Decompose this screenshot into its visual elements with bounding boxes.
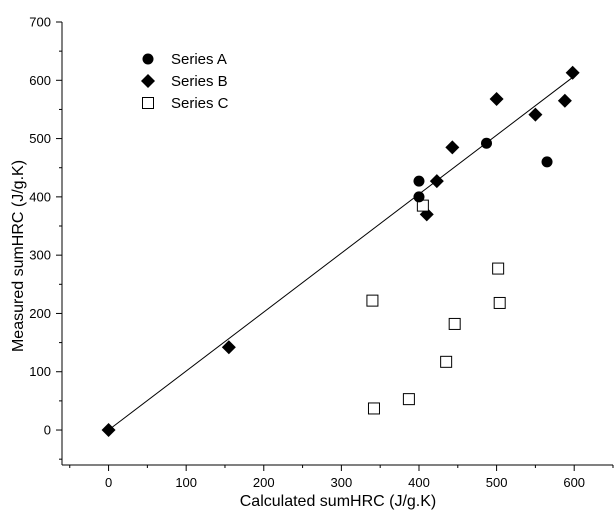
series-b-point (557, 93, 572, 108)
fit-line-group (108, 75, 575, 431)
x-tick-label: 500 (486, 475, 508, 490)
y-tick-label: 200 (29, 306, 51, 321)
legend-marker-series-a (142, 53, 154, 65)
x-tick-label: 200 (253, 475, 275, 490)
legend: Series A Series B Series C (141, 51, 229, 112)
series-a-point (413, 191, 425, 203)
series-b-point (489, 91, 504, 106)
y-tick-label: 400 (29, 189, 51, 204)
series-b-point (429, 174, 444, 189)
x-axis-title: Calculated sumHRC (J/g.K) (240, 493, 437, 510)
legend-label-series-b: Series B (171, 73, 228, 90)
legend-marker-series-c (142, 97, 154, 109)
series-a-point (541, 156, 553, 168)
series-b-point (528, 107, 543, 122)
ticks: 0 100 200 300 400 500 600 0 100 200 300 400 500 600 70… (29, 15, 614, 490)
data-points (101, 65, 580, 438)
series-b-point (565, 65, 580, 80)
series-a-point (413, 175, 425, 187)
y-tick-label: 500 (29, 131, 51, 146)
x-tick-label: 300 (331, 475, 353, 490)
fit-line (108, 75, 575, 431)
y-tick-label: 600 (29, 73, 51, 88)
series-c-point (493, 296, 506, 309)
series-c-point (492, 262, 505, 275)
x-tick-label: 0 (105, 475, 112, 490)
x-tick-label: 100 (175, 475, 197, 490)
series-a-point (481, 137, 493, 149)
series-c-point (440, 355, 453, 368)
legend-marker-series-b (141, 74, 155, 88)
x-tick-label: 400 (408, 475, 430, 490)
series-c-point (367, 402, 380, 415)
y-tick-label: 100 (29, 364, 51, 379)
series-b-point (221, 340, 236, 355)
y-tick-label: 0 (44, 423, 51, 438)
x-tick-label: 600 (563, 475, 585, 490)
series-b-point (445, 140, 460, 155)
series-b-point (101, 423, 116, 438)
series-c-point (402, 393, 415, 406)
y-tick-label: 700 (29, 15, 51, 30)
series-c-point (448, 317, 461, 330)
legend-label-series-a: Series A (171, 51, 227, 68)
axes (61, 22, 613, 466)
y-tick-label: 300 (29, 248, 51, 263)
y-axis-title: Measured sumHRC (J/g.K) (10, 160, 27, 352)
series-c-point (366, 294, 379, 307)
legend-label-series-c: Series C (171, 95, 229, 112)
